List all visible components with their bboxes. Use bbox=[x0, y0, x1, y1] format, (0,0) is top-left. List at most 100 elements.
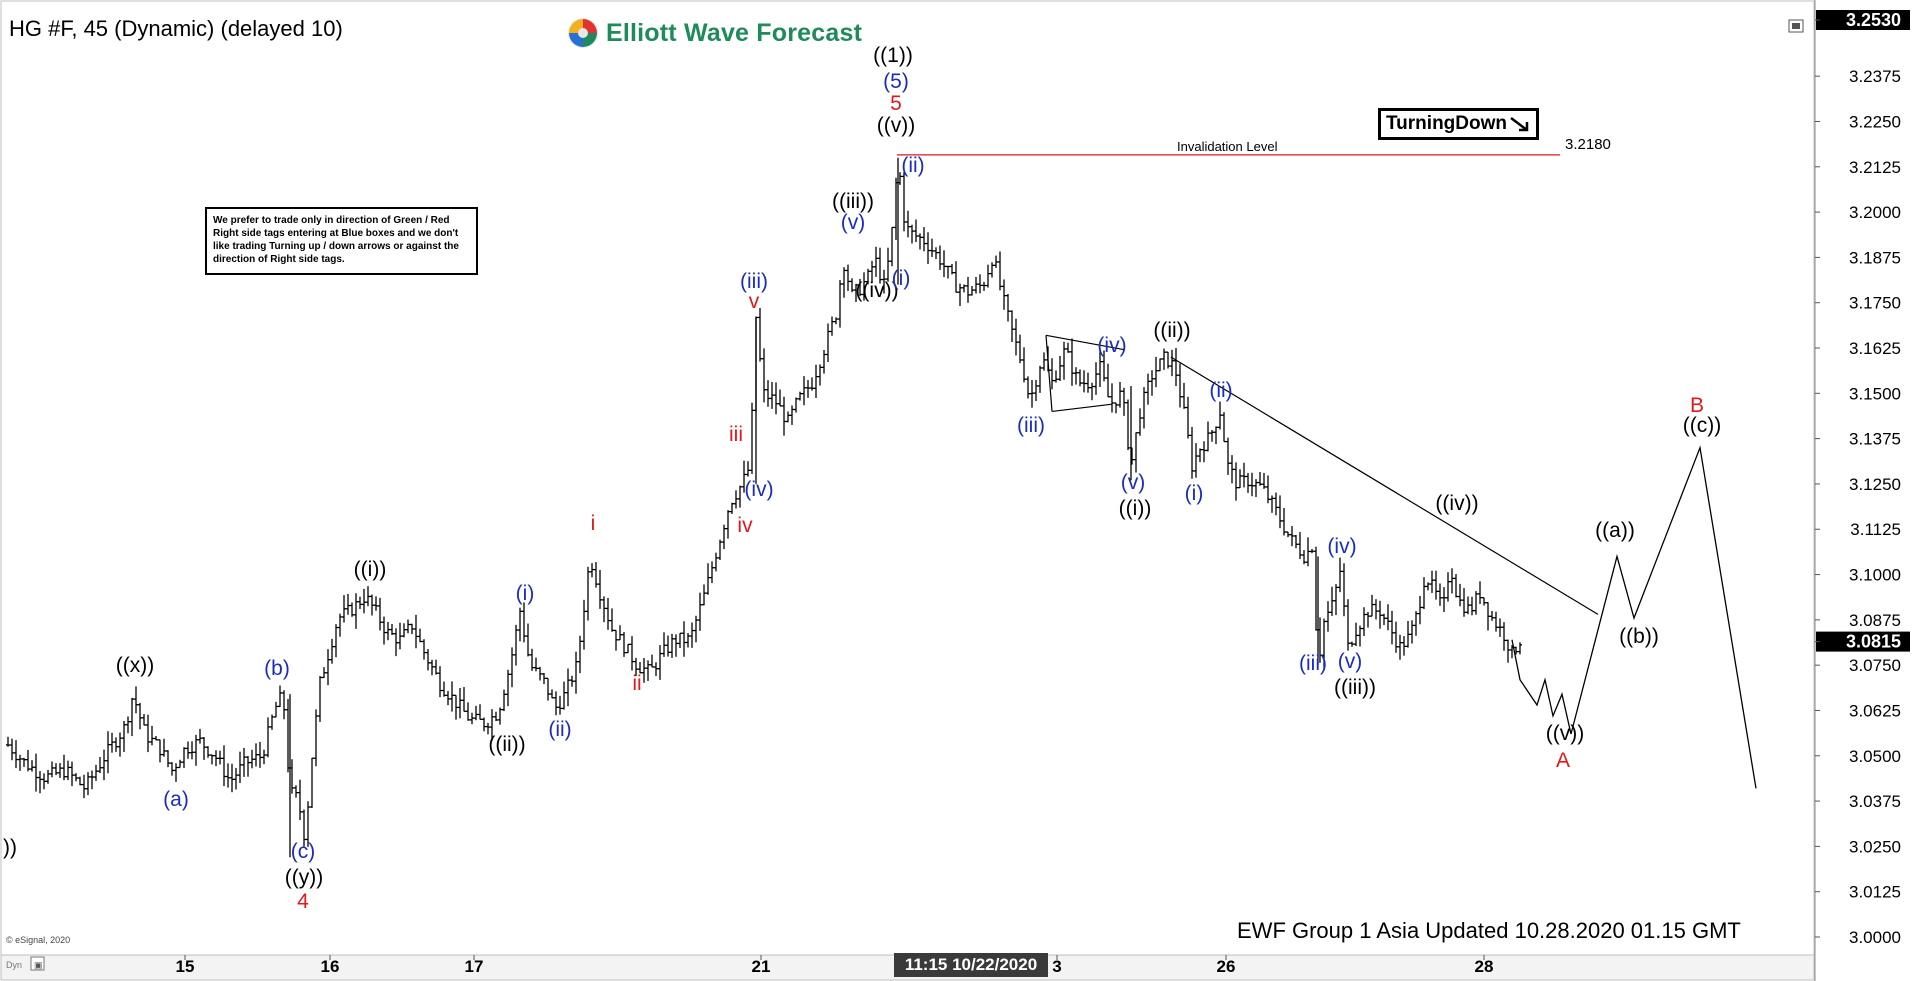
ohlc-bar bbox=[1174, 348, 1178, 387]
ohlc-bar bbox=[850, 278, 854, 293]
wave-label: (i) bbox=[892, 267, 911, 290]
ohlc-bar bbox=[962, 284, 966, 293]
ohlc-bar bbox=[274, 701, 278, 718]
wave-label: 4 bbox=[297, 890, 309, 913]
top-price-tag bbox=[1816, 10, 1910, 30]
ohlc-bar bbox=[506, 669, 510, 707]
wave-label: ((ii)) bbox=[488, 733, 525, 756]
wave-label: ((y)) bbox=[285, 866, 323, 889]
wave-label: (i) bbox=[1185, 482, 1204, 505]
ohlc-bar bbox=[134, 686, 138, 714]
ohlc-bar bbox=[930, 238, 934, 258]
y-tick-label: 3.0815 bbox=[1846, 632, 1901, 652]
ohlc-bar bbox=[590, 563, 594, 578]
ohlc-bar bbox=[514, 624, 518, 666]
ohlc-bar bbox=[258, 741, 262, 768]
ohlc-bar bbox=[206, 746, 210, 758]
ohlc-bar bbox=[910, 224, 914, 244]
ohlc-bar bbox=[1330, 586, 1334, 616]
ohlc-bar bbox=[270, 714, 274, 730]
ohlc-bar bbox=[450, 681, 454, 712]
ohlc-bar bbox=[366, 586, 370, 607]
ohlc-bar bbox=[1086, 372, 1090, 393]
ohlc-bar bbox=[1478, 581, 1482, 604]
ohlc-bar bbox=[1078, 369, 1082, 387]
ohlc-bar bbox=[1266, 475, 1270, 504]
ohlc-bar bbox=[790, 405, 794, 425]
ohlc-bar bbox=[1498, 618, 1502, 637]
chart-title: HG #F, 45 (Dynamic) (delayed 10) bbox=[9, 16, 343, 41]
dyn-box[interactable]: ▣ bbox=[30, 956, 45, 971]
update-footer: EWF Group 1 Asia Updated 10.28.2020 01.1… bbox=[1237, 918, 1741, 943]
ohlc-bar bbox=[114, 737, 118, 752]
ohlc-bar bbox=[1166, 351, 1170, 369]
ohlc-bar bbox=[298, 779, 302, 821]
ohlc-bar bbox=[630, 636, 634, 671]
ohlc-bar bbox=[694, 615, 698, 643]
x-tick-label: 15 bbox=[176, 957, 195, 976]
wave-label: (v) bbox=[1338, 650, 1363, 673]
ohlc-bar bbox=[1334, 584, 1338, 616]
ohlc-bar bbox=[1394, 621, 1398, 653]
ohlc-bar bbox=[1006, 293, 1010, 322]
ohlc-bar bbox=[26, 749, 30, 772]
ohlc-bar bbox=[726, 510, 730, 539]
ohlc-bar bbox=[462, 687, 466, 712]
ohlc-bar bbox=[622, 632, 626, 657]
ohlc-bar bbox=[478, 704, 482, 720]
wave-label: (b) bbox=[264, 657, 290, 680]
wave-label: (v) bbox=[1121, 471, 1146, 494]
ohlc-bar bbox=[130, 697, 134, 737]
ohlc-bar bbox=[486, 722, 490, 735]
ohlc-bar bbox=[582, 599, 586, 650]
ohlc-bar bbox=[562, 681, 566, 710]
y-tick-label: 3.2125 bbox=[1849, 158, 1901, 177]
ohlc-bar bbox=[746, 461, 750, 477]
ohlc-bar bbox=[802, 376, 806, 406]
ohlc-bar bbox=[1482, 597, 1486, 606]
ohlc-bar bbox=[1346, 599, 1350, 651]
wave-label: (ii) bbox=[548, 718, 571, 741]
ohlc-bar bbox=[654, 662, 658, 677]
ohlc-bar bbox=[402, 623, 406, 638]
ohlc-bar bbox=[74, 773, 78, 782]
ohlc-bar bbox=[1386, 604, 1390, 631]
y-tick-label: 3.0375 bbox=[1849, 792, 1901, 811]
ohlc-bar bbox=[498, 707, 502, 725]
ohlc-bar bbox=[38, 771, 42, 794]
brand-logo: Elliott Wave Forecast bbox=[566, 16, 862, 50]
ohlc-bar bbox=[226, 763, 230, 788]
ohlc-bar bbox=[1506, 639, 1510, 663]
ohlc-bar bbox=[78, 776, 82, 786]
ohlc-bar bbox=[1254, 479, 1258, 498]
ohlc-bar bbox=[946, 265, 950, 279]
ohlc-bar bbox=[866, 268, 870, 285]
ohlc-bar bbox=[518, 607, 522, 642]
ohlc-bar bbox=[398, 622, 402, 650]
ohlc-bar bbox=[1418, 595, 1422, 625]
window-restore-icon[interactable] bbox=[1788, 19, 1804, 33]
ohlc-bar bbox=[602, 596, 606, 623]
ohlc-bar bbox=[62, 754, 66, 781]
ohlc-bar bbox=[762, 348, 766, 403]
ohlc-bar bbox=[1398, 634, 1402, 660]
ohlc-bar bbox=[1214, 426, 1218, 445]
ohlc-bar bbox=[710, 561, 714, 584]
ohlc-bar bbox=[674, 634, 678, 657]
ohlc-bar bbox=[18, 754, 22, 771]
x-tick-label: 26 bbox=[1217, 957, 1236, 976]
ohlc-bar bbox=[874, 246, 878, 277]
ohlc-bar bbox=[834, 317, 838, 325]
ohlc-bar bbox=[182, 747, 186, 769]
ohlc-bar bbox=[1362, 607, 1366, 637]
ohlc-bar bbox=[1218, 401, 1222, 430]
ohlc-bar bbox=[118, 732, 122, 757]
ohlc-bar bbox=[1058, 355, 1062, 381]
y-axis: 3.2530 3.2375 3.2250 3.2125 3.2000 3.1875 3.17… bbox=[1815, 10, 1910, 947]
ohlc-bar bbox=[1430, 570, 1434, 593]
ohlc-bar bbox=[658, 645, 662, 680]
ohlc-bar bbox=[814, 364, 818, 399]
wave-label: A bbox=[1556, 749, 1570, 772]
ohlc-bar bbox=[786, 411, 790, 423]
ohlc-bar bbox=[1066, 342, 1070, 353]
